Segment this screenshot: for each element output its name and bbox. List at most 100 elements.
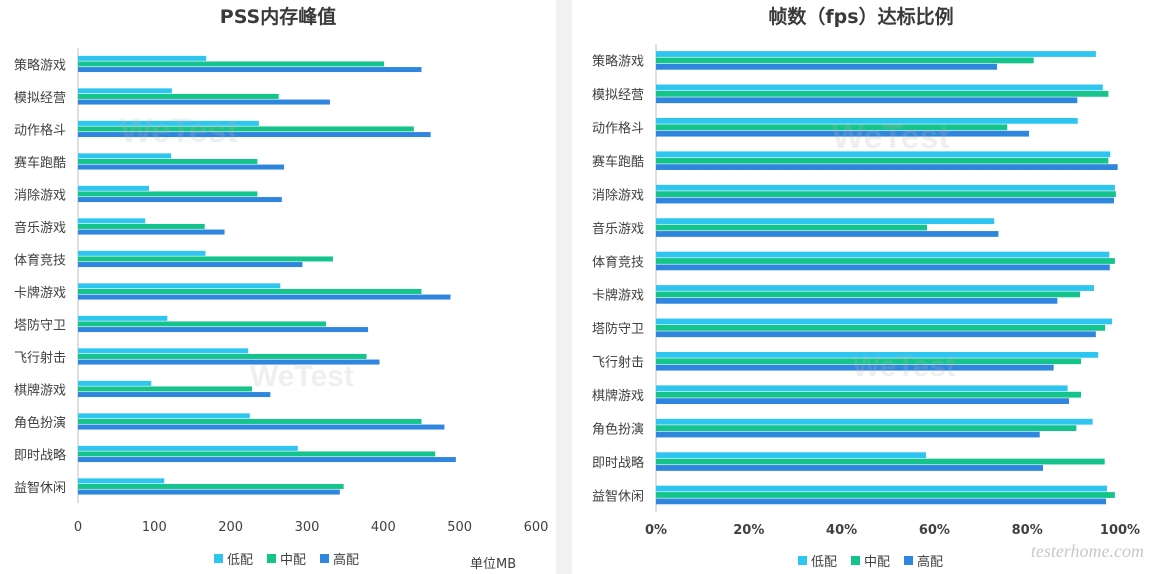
legend-label-low: 低配 <box>227 553 254 568</box>
x-tick-label: 60% <box>919 523 950 538</box>
bar-low <box>78 283 281 289</box>
category-label: 体育竞技 <box>592 254 644 270</box>
bar-low <box>78 380 152 386</box>
bar-high <box>78 457 456 463</box>
bar-mid <box>656 291 1081 298</box>
bar-mid <box>656 191 1116 198</box>
category-label: 棋牌游戏 <box>14 382 66 398</box>
bar-low <box>656 151 1111 158</box>
bar-mid <box>656 324 1106 331</box>
bar-high <box>78 229 225 235</box>
x-tick-label: 300 <box>295 520 320 535</box>
bar-mid <box>656 157 1109 164</box>
bar-high <box>656 498 1107 505</box>
bar-high <box>656 364 1054 371</box>
bar-low <box>656 84 1103 91</box>
x-tick-label: 200 <box>218 520 243 535</box>
bar-high <box>78 197 282 203</box>
category-label: 策略游戏 <box>14 57 66 73</box>
bar-low <box>656 318 1113 325</box>
x-tick-label: 400 <box>371 520 396 535</box>
bar-low <box>656 351 1099 358</box>
x-tick-label: 80% <box>1012 523 1043 538</box>
category-label: 消除游戏 <box>14 188 66 203</box>
bar-high <box>656 130 1030 137</box>
bar-low <box>78 348 249 354</box>
legend-swatch-mid <box>267 554 277 563</box>
bar-mid <box>78 353 367 359</box>
memory-chart-legend: 低配 中配 高配 <box>214 549 359 568</box>
fps-chart-svg: 策略游戏模拟经营动作格斗赛车跑酷消除游戏音乐游戏体育竞技卡牌游戏塔防守卫飞行射击… <box>592 44 1140 538</box>
legend-label-low: 低配 <box>811 555 838 570</box>
bar-mid <box>656 258 1115 264</box>
bar-high <box>78 164 285 170</box>
bar-high <box>78 424 445 430</box>
bar-mid <box>78 158 258 164</box>
x-tick-label: 500 <box>447 520 472 535</box>
legend-swatch-mid <box>851 556 861 565</box>
bar-high <box>78 489 340 495</box>
bar-low <box>78 413 250 419</box>
legend-label-mid: 中配 <box>280 553 307 568</box>
category-label: 角色扮演 <box>592 421 644 437</box>
bar-high <box>656 264 1110 271</box>
category-label: 飞行射击 <box>14 350 66 366</box>
legend-label-high: 高配 <box>917 555 944 570</box>
bar-low <box>78 218 146 224</box>
bar-high <box>656 164 1118 170</box>
fps-chart-legend: 低配 中配 高配 <box>798 551 943 570</box>
legend-item-low: 低配 <box>798 551 837 570</box>
category-label: 角色扮演 <box>14 415 66 431</box>
bar-mid <box>656 224 927 231</box>
legend-item-high: 高配 <box>904 551 943 570</box>
category-label: 音乐游戏 <box>592 221 644 237</box>
category-label: 卡牌游戏 <box>592 288 644 304</box>
bar-low <box>656 285 1095 291</box>
category-label: 赛车跑酷 <box>14 155 66 171</box>
bar-low <box>656 218 995 225</box>
category-label: 益智休闲 <box>592 489 644 504</box>
legend-item-mid: 中配 <box>267 549 306 568</box>
bar-high <box>656 197 1114 204</box>
legend-item-mid: 中配 <box>851 551 890 570</box>
fps-chart-panel: 帧数（fps）达标比例 策略游戏 模拟经营 动作格斗 赛车跑酷 消除游戏 音乐游戏 体育竞技… <box>572 0 1150 574</box>
category-label: 动作格斗 <box>592 121 644 137</box>
category-label: 即时战略 <box>14 447 66 463</box>
bar-mid <box>656 391 1082 398</box>
bar-high <box>78 67 422 73</box>
panel-divider <box>556 0 572 574</box>
bar-mid <box>78 126 414 132</box>
bar-high <box>78 99 330 105</box>
bar-low <box>656 385 1068 392</box>
bar-high <box>656 465 1043 471</box>
bar-mid <box>78 418 422 424</box>
bar-low <box>656 452 927 459</box>
bar-mid <box>656 492 1115 498</box>
bar-low <box>78 88 172 94</box>
category-label: 飞行射击 <box>592 355 644 371</box>
category-label: 塔防守卫 <box>592 321 644 337</box>
bar-low <box>656 184 1115 191</box>
bar-low <box>78 120 259 126</box>
bar-mid <box>78 483 344 489</box>
memory-chart-title: PSS内存峰值 <box>219 6 337 28</box>
legend-swatch-low <box>214 554 223 563</box>
bar-mid <box>78 256 333 262</box>
bar-high <box>78 392 271 398</box>
legend-swatch-high <box>904 556 914 565</box>
bar-low <box>78 445 298 451</box>
category-label: 体育竞技 <box>14 252 66 268</box>
bar-high <box>656 398 1069 404</box>
bar-low <box>78 55 207 61</box>
unit-label: 单位MB <box>470 557 517 572</box>
bar-high <box>78 359 380 365</box>
fps-chart-title: 帧数（fps）达标比例 <box>768 6 954 28</box>
memory-chart-panel: PSS内存峰值 策略游戏 模拟经营 动作格斗 赛车跑酷 消除游戏 音乐游戏 体育竞技 卡牌游戏… <box>0 0 556 574</box>
bar-low <box>78 185 149 191</box>
x-tick-label: 100% <box>1100 523 1140 538</box>
bar-high <box>656 97 1078 104</box>
bar-high <box>656 297 1058 304</box>
x-tick-label: 0% <box>645 523 667 538</box>
category-label: 益智休闲 <box>14 481 66 496</box>
legend-label-mid: 中配 <box>864 555 891 570</box>
